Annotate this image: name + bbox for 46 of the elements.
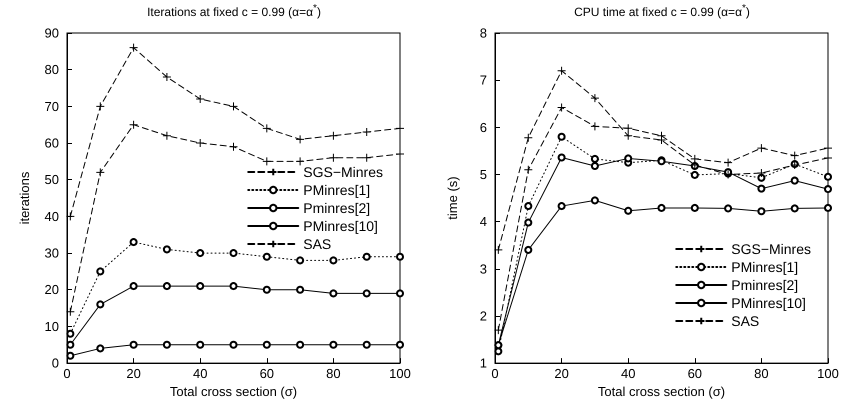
y-tick-label: 90 [44, 26, 59, 40]
y-tick-label: 40 [44, 208, 59, 224]
y-tick-label: 5 [480, 166, 487, 182]
legend-label: SGS−Minres [303, 164, 383, 180]
chart-title: Iterations at fixed c = 0.99 (α=α$^{*}$) [146, 3, 322, 19]
x-tick-label: 20 [126, 366, 141, 382]
x-tick-label: 60 [688, 366, 702, 382]
y-tick-label: 7 [480, 72, 487, 88]
legend-label: SAS [731, 313, 760, 329]
y-tick-label: 80 [44, 62, 59, 78]
y-tick-label: 3 [480, 261, 487, 276]
y-tick-label: 4 [480, 214, 487, 230]
legend-label: PMinres[10] [303, 218, 378, 234]
x-axis-title: Total cross section (σ) [598, 384, 726, 399]
chart-title: CPU time at fixed c = 0.99 (α=α$^{*}$) [573, 3, 751, 19]
x-axis-title: Total cross section (σ) [170, 384, 298, 399]
legend-label: SAS [303, 236, 332, 252]
legend-label: PMinres[1] [303, 182, 370, 198]
x-tick-label: 40 [620, 366, 636, 382]
y-tick-label: 50 [44, 172, 59, 188]
x-tick-label: 0 [491, 366, 499, 382]
y-tick-label: 10 [44, 318, 59, 334]
legend-label: Pminres[2] [731, 277, 798, 293]
y-axis-title: time (s) [445, 176, 460, 220]
x-tick-label: 100 [389, 366, 411, 382]
legend-label: SGS−Minres [731, 241, 811, 257]
y-tick-label: 60 [44, 136, 59, 151]
y-tick-label: 6 [480, 120, 487, 135]
x-tick-label: 40 [192, 366, 208, 382]
y-tick-label: 0 [52, 356, 59, 371]
y-axis-title: iterations [17, 171, 32, 224]
y-tick-label: 1 [480, 356, 487, 371]
x-tick-label: 0 [63, 366, 71, 382]
x-tick-label: 60 [260, 366, 274, 382]
y-tick-label: 8 [480, 26, 487, 40]
x-tick-label: 80 [326, 366, 341, 382]
legend-label: PMinres[1] [731, 259, 798, 275]
y-tick-label: 20 [44, 282, 59, 298]
x-tick-label: 20 [554, 366, 569, 382]
y-tick-label: 70 [44, 98, 59, 114]
x-tick-label: 80 [754, 366, 769, 382]
legend-label: PMinres[10] [731, 295, 806, 311]
y-tick-label: 2 [480, 308, 487, 324]
legend-label: Pminres[2] [303, 200, 370, 216]
y-tick-label: 30 [44, 246, 59, 261]
x-tick-label: 100 [817, 366, 839, 382]
